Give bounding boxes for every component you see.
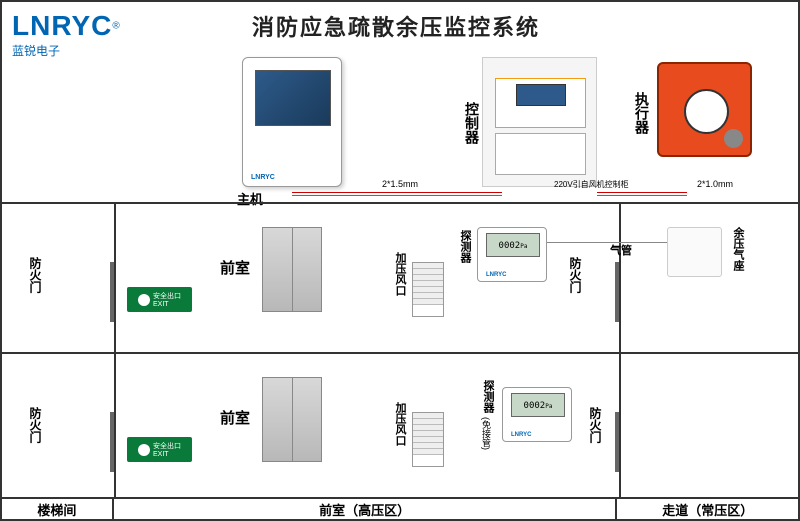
detector-brand-1: LNRYC: [486, 272, 506, 278]
brand-name: LNRYC: [12, 10, 112, 41]
exit-icon-2: [138, 444, 150, 456]
host-device: LNRYC: [242, 57, 342, 187]
fire-door-label-2r: 防火门: [587, 407, 604, 443]
wire-host-ctrl-b: [292, 195, 502, 196]
brand-sub: 蓝锐电子: [12, 42, 120, 59]
wire-spec-2: 2*1.0mm: [697, 179, 733, 189]
controller-device: [482, 57, 597, 187]
pressure-sensor: [667, 227, 722, 277]
fire-door-label-1r: 防火门: [567, 257, 584, 293]
host-screen: [255, 70, 331, 126]
detector-1: 0002Pa LNRYC: [477, 227, 547, 282]
elevator-door-1: [262, 227, 322, 312]
elevator-door-2: [262, 377, 322, 462]
controller-inner: [495, 78, 586, 128]
host-label: 主机: [237, 189, 263, 208]
exit-sign-1: 安全出口EXIT: [127, 287, 192, 312]
wire-ctrl-act-b: [597, 195, 687, 196]
detector-2: 0002Pa LNRYC: [502, 387, 572, 442]
pressure-seat-label: 余压气座: [730, 227, 746, 271]
floor-line-2: [2, 352, 798, 354]
actuator-device: [657, 62, 752, 157]
zone-anteroom: 前室（高压区）: [114, 499, 618, 519]
fire-door-2-left: [110, 412, 114, 472]
air-tube-label: 气管: [610, 242, 632, 258]
vent-label-1: 加压风口: [392, 252, 408, 296]
zone-corridor: 走道（常压区）: [617, 499, 798, 519]
controller-label: 控制器: [462, 102, 482, 144]
exit-sign-2: 安全出口EXIT: [127, 437, 192, 462]
anteroom-label-1: 前室: [220, 257, 250, 278]
controller-screen: [516, 84, 566, 106]
detector-screen-1: 0002Pa: [486, 233, 540, 257]
brand-reg: ®: [112, 21, 119, 32]
air-tube-line: [547, 242, 667, 243]
ctrl-note: 220V引自风机控制柜: [554, 179, 629, 190]
actuator-dial: [684, 89, 729, 134]
exit-icon: [138, 294, 150, 306]
wire-host-ctrl: [292, 192, 502, 193]
detector-label-1: 探测器: [457, 230, 473, 263]
vent-label-2: 加压风口: [392, 402, 408, 446]
actuator-shaft: [724, 129, 743, 148]
detector-label-2: 探测器: [480, 380, 496, 413]
diagram-title: 消防应急疏散余压监控系统: [252, 10, 540, 42]
fire-door-label-2l: 防火门: [27, 407, 44, 443]
fire-door-1-right: [615, 262, 619, 322]
brand-logo: LNRYC® 蓝锐电子: [12, 10, 120, 59]
zone-stairwell: 楼梯间: [2, 499, 114, 519]
detector-screen-2: 0002Pa: [511, 393, 565, 417]
fire-door-2-right: [615, 412, 619, 472]
wire-spec-1: 2*1.5mm: [382, 179, 418, 189]
floor-line-1: [2, 202, 798, 204]
vent-2: [412, 412, 444, 467]
fire-door-label-1l: 防火门: [27, 257, 44, 293]
diagram-canvas: LNRYC® 蓝锐电子 消防应急疏散余压监控系统 LNRYC 主机 控制器 执行…: [0, 0, 800, 521]
vline-stairwell: [114, 202, 116, 497]
detector-bypass-label: (免接管): [480, 417, 493, 450]
vent-1: [412, 262, 444, 317]
host-brand: LNRYC: [251, 174, 275, 181]
wire-ctrl-act: [597, 192, 687, 193]
detector-brand-2: LNRYC: [511, 432, 531, 438]
fire-door-1-left: [110, 262, 114, 322]
zone-bar: 楼梯间 前室（高压区） 走道（常压区）: [2, 497, 798, 519]
anteroom-label-2: 前室: [220, 407, 250, 428]
actuator-label: 执行器: [632, 92, 652, 134]
controller-panel: [495, 133, 586, 175]
